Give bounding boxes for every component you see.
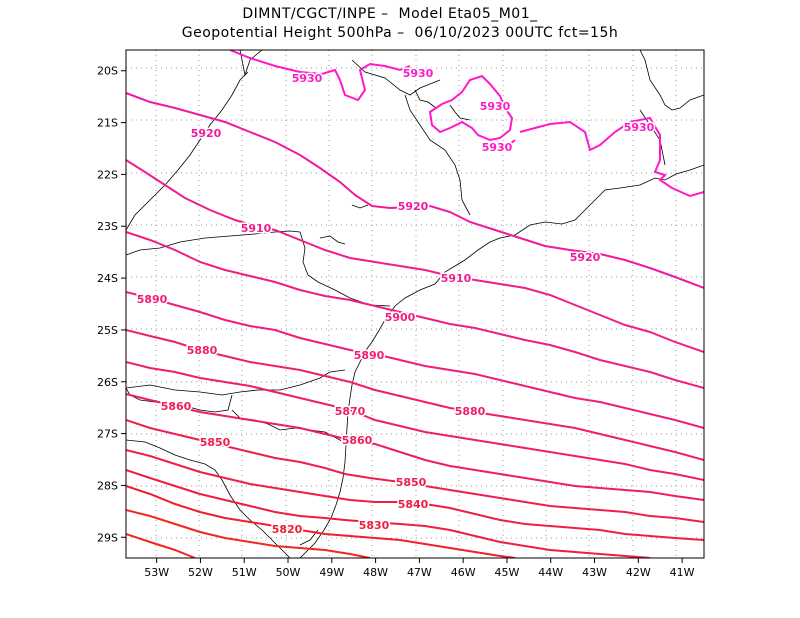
x-tick-label: 46W (451, 566, 476, 579)
contour-label-5930: 5930 (403, 67, 434, 80)
contour-label-5930: 5930 (480, 100, 511, 113)
x-tick-label: 52W (188, 566, 213, 579)
contour-label-5880: 5880 (187, 344, 218, 357)
contour-5920 (126, 92, 704, 289)
y-tick-label: 24S (97, 272, 118, 285)
contour-5830 (126, 469, 651, 558)
x-tick-label: 49W (319, 566, 344, 579)
contour-label-5910: 5910 (241, 222, 272, 235)
contour-5910 (126, 159, 704, 353)
contour-label-5920: 5920 (191, 127, 222, 140)
contour-5930-d (519, 116, 704, 198)
contour-5850 (126, 419, 704, 523)
y-tick-label: 26S (97, 376, 118, 389)
contour-labels: 5930 5930 5930 5930 5930 5920 5920 5920 5910 5910… (135, 66, 656, 538)
map-title-line-1: DIMNT/CGCT/INPE – Model Eta05_M01_ (242, 6, 538, 22)
contour-label-5860: 5860 (161, 400, 192, 413)
contour-5840 (126, 449, 704, 541)
x-tick-label: 43W (582, 566, 607, 579)
contour-5800 (126, 533, 196, 558)
y-tick-label: 22S (97, 168, 118, 181)
contour-label-5890: 5890 (137, 293, 168, 306)
contour-label-5850: 5850 (200, 436, 231, 449)
contour-label-5900: 5900 (385, 311, 416, 324)
y-tick-label: 23S (97, 220, 118, 233)
contour-5820 (126, 485, 516, 558)
x-tick-label: 47W (407, 566, 432, 579)
contour-5860 (126, 393, 704, 501)
y-tick-label: 27S (97, 428, 118, 441)
contour-label-5930: 5930 (482, 141, 513, 154)
contour-label-5930: 5930 (292, 72, 323, 85)
contour-label-5860: 5860 (342, 434, 373, 447)
contour-lines (126, 50, 704, 558)
contour-label-5840: 5840 (398, 498, 429, 511)
contour-5870 (126, 361, 704, 481)
y-tick-label: 29S (97, 531, 118, 544)
contour-label-5830: 5830 (359, 519, 390, 532)
contour-label-5920: 5920 (570, 251, 601, 264)
contour-5900 (126, 231, 704, 389)
axis-ticks: 53W 52W 51W 50W 49W 48W 47W 46W 45W 44W 43W 42W 41W 2… (97, 65, 695, 579)
contour-label-5920: 5920 (398, 200, 429, 213)
contour-5930-c (484, 139, 516, 152)
x-tick-label: 48W (363, 566, 388, 579)
contour-5810 (126, 509, 371, 558)
x-tick-label: 42W (626, 566, 651, 579)
contour-label-5880: 5880 (455, 405, 486, 418)
contour-label-5930: 5930 (624, 121, 655, 134)
contour-label-5850: 5850 (396, 476, 427, 489)
contour-label-5910: 5910 (441, 272, 472, 285)
x-tick-label: 41W (670, 566, 695, 579)
x-tick-label: 45W (495, 566, 520, 579)
x-tick-label: 44W (538, 566, 563, 579)
x-tick-label: 51W (232, 566, 257, 579)
y-tick-label: 21S (97, 117, 118, 130)
contour-label-5890: 5890 (354, 349, 385, 362)
contour-5890 (126, 291, 704, 429)
contour-label-5870: 5870 (335, 405, 366, 418)
y-tick-label: 25S (97, 324, 118, 337)
contour-label-5820: 5820 (272, 523, 303, 536)
plot-frame (125, 49, 705, 559)
x-tick-label: 50W (276, 566, 301, 579)
map-title-line-2: Geopotential Height 500hPa – 06/10/2023 … (181, 25, 619, 41)
y-tick-label: 28S (97, 479, 118, 492)
y-tick-label: 20S (97, 65, 118, 78)
contour-5930-a (229, 50, 411, 102)
contour-5930-b (428, 74, 514, 142)
x-tick-label: 53W (144, 566, 169, 579)
contour-5880 (126, 329, 704, 461)
